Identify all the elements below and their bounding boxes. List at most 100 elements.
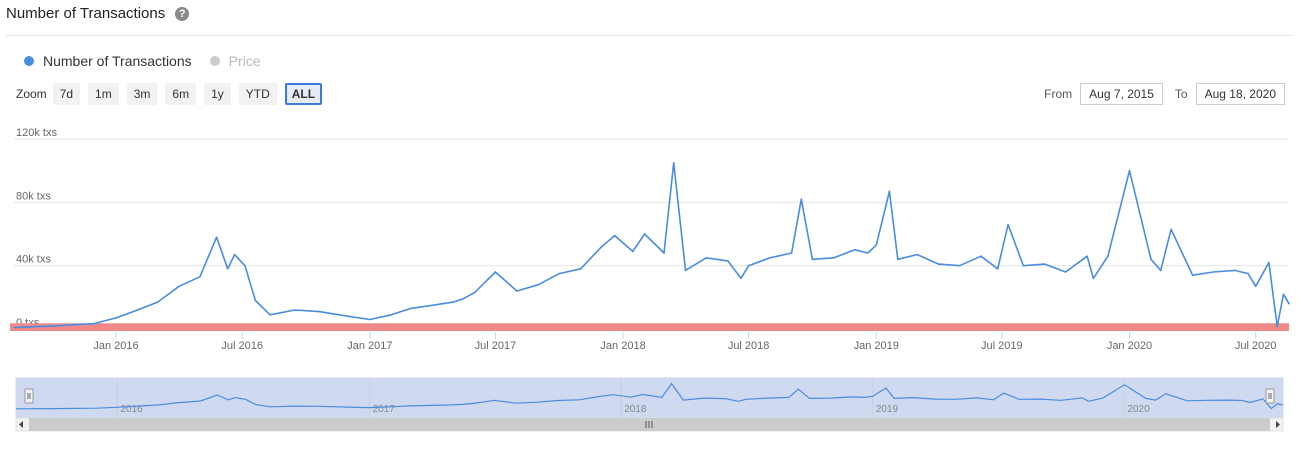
series-point bbox=[790, 252, 793, 254]
scroll-right-arrow-icon bbox=[1276, 421, 1280, 428]
series-point bbox=[1254, 285, 1257, 288]
series-point bbox=[369, 318, 371, 321]
series-point bbox=[156, 301, 159, 303]
series-point bbox=[1128, 169, 1131, 172]
series-point bbox=[558, 272, 561, 275]
series-point bbox=[875, 244, 878, 246]
chart-legend: Number of Transactions Price bbox=[24, 53, 279, 69]
series-point bbox=[684, 269, 687, 272]
x-tick-label: Jul 2020 bbox=[1235, 340, 1277, 352]
x-tick-label: Jul 2016 bbox=[221, 340, 263, 352]
series-point bbox=[1276, 325, 1279, 328]
series-point bbox=[980, 255, 982, 257]
series-point bbox=[254, 299, 257, 302]
legend-item-transactions[interactable]: Number of Transactions bbox=[24, 53, 192, 69]
chart-title: Number of Transactions bbox=[6, 5, 166, 22]
y-tick-label: 0 txs bbox=[16, 317, 40, 329]
series-point bbox=[409, 307, 412, 310]
series-point bbox=[1247, 272, 1249, 275]
navigator-scrollbar[interactable] bbox=[15, 417, 1284, 432]
series-point bbox=[1159, 269, 1162, 272]
question-circle-icon[interactable]: ? bbox=[175, 6, 190, 21]
series-point bbox=[1007, 223, 1009, 226]
from-date-input[interactable]: Aug 7, 2015 bbox=[1080, 83, 1163, 105]
navigator-handle-box bbox=[1265, 388, 1275, 404]
legend-dot-price bbox=[209, 56, 220, 66]
series-point bbox=[1170, 228, 1172, 231]
x-tick-label: Jan 2020 bbox=[1107, 340, 1152, 352]
zoom-ytd-button[interactable]: YTD bbox=[238, 83, 277, 105]
series-point bbox=[1191, 274, 1194, 276]
series-point bbox=[833, 256, 835, 259]
series-point bbox=[727, 260, 729, 262]
series-point bbox=[631, 250, 634, 253]
series-point bbox=[958, 264, 961, 267]
series-point bbox=[1107, 255, 1109, 257]
series-point bbox=[740, 277, 742, 280]
zoom-controls: Zoom 7d 1m 3m 6m 1y YTD ALL bbox=[16, 83, 330, 105]
zoom-6m-button[interactable]: 6m bbox=[165, 83, 197, 105]
zoom-3m-button[interactable]: 3m bbox=[126, 83, 158, 105]
series-point bbox=[896, 258, 899, 261]
series-point bbox=[1288, 302, 1290, 305]
series-point bbox=[294, 309, 296, 311]
series-point bbox=[996, 268, 999, 270]
series-point bbox=[1268, 261, 1270, 264]
legend-item-price[interactable]: Price bbox=[209, 53, 261, 69]
series-point bbox=[226, 268, 229, 270]
navigator-handle[interactable] bbox=[1265, 388, 1275, 404]
header-divider bbox=[6, 35, 1293, 36]
series-point bbox=[1234, 269, 1236, 272]
series-point bbox=[347, 315, 350, 318]
series-point bbox=[705, 256, 708, 259]
series-point bbox=[494, 271, 497, 273]
series-point bbox=[579, 268, 582, 270]
series-point bbox=[318, 310, 321, 313]
series-point bbox=[1282, 293, 1285, 295]
to-label: To bbox=[1174, 87, 1188, 101]
x-tick-label: Jan 2017 bbox=[347, 340, 392, 352]
series-point bbox=[1064, 271, 1067, 273]
date-range-selector: From Aug 7, 2015 To Aug 18, 2020 bbox=[1044, 83, 1285, 105]
navigator-handle[interactable] bbox=[24, 388, 34, 404]
series-point bbox=[1086, 255, 1088, 257]
series-point bbox=[431, 304, 434, 307]
series-point bbox=[390, 313, 393, 316]
series-point bbox=[600, 245, 603, 248]
series-point bbox=[244, 264, 246, 267]
series-point bbox=[811, 258, 814, 261]
series-point bbox=[853, 249, 856, 251]
zoom-7d-button[interactable]: 7d bbox=[52, 83, 81, 105]
legend-label-price: Price bbox=[228, 53, 261, 69]
series-point bbox=[888, 190, 891, 193]
legend-dot-transactions bbox=[24, 56, 34, 66]
x-tick-label: Jul 2017 bbox=[475, 340, 517, 352]
y-tick-label: 40k txs bbox=[16, 254, 51, 266]
series-point bbox=[1044, 263, 1046, 265]
zoom-all-button[interactable]: ALL bbox=[284, 83, 323, 105]
legend-label-transactions: Number of Transactions bbox=[43, 53, 192, 69]
series-point bbox=[1212, 271, 1215, 273]
navigator-tick-label: 2017 bbox=[373, 404, 396, 415]
chart-header: Number of Transactions ? bbox=[6, 5, 190, 22]
series-point bbox=[199, 275, 201, 278]
series-point bbox=[178, 285, 180, 288]
series-point bbox=[747, 264, 750, 267]
to-date-input[interactable]: Aug 18, 2020 bbox=[1195, 83, 1285, 105]
series-point bbox=[215, 236, 218, 238]
series-point bbox=[452, 301, 454, 303]
zoom-1m-button[interactable]: 1m bbox=[88, 83, 119, 105]
navigator-tick-label: 2016 bbox=[120, 404, 143, 415]
series-point bbox=[473, 291, 476, 294]
navigator-series-line bbox=[15, 382, 1284, 410]
plot-band bbox=[10, 323, 1289, 331]
y-tick-label: 120k txs bbox=[16, 127, 57, 139]
series-point bbox=[916, 253, 918, 256]
navigator-tick-label: 2019 bbox=[876, 404, 899, 415]
navigator-handle-box bbox=[24, 388, 34, 404]
series-point bbox=[13, 326, 15, 329]
series-point bbox=[537, 283, 540, 286]
navigator-mask bbox=[15, 377, 1284, 418]
x-tick-label: Jan 2019 bbox=[854, 340, 899, 352]
zoom-1y-button[interactable]: 1y bbox=[204, 83, 231, 105]
